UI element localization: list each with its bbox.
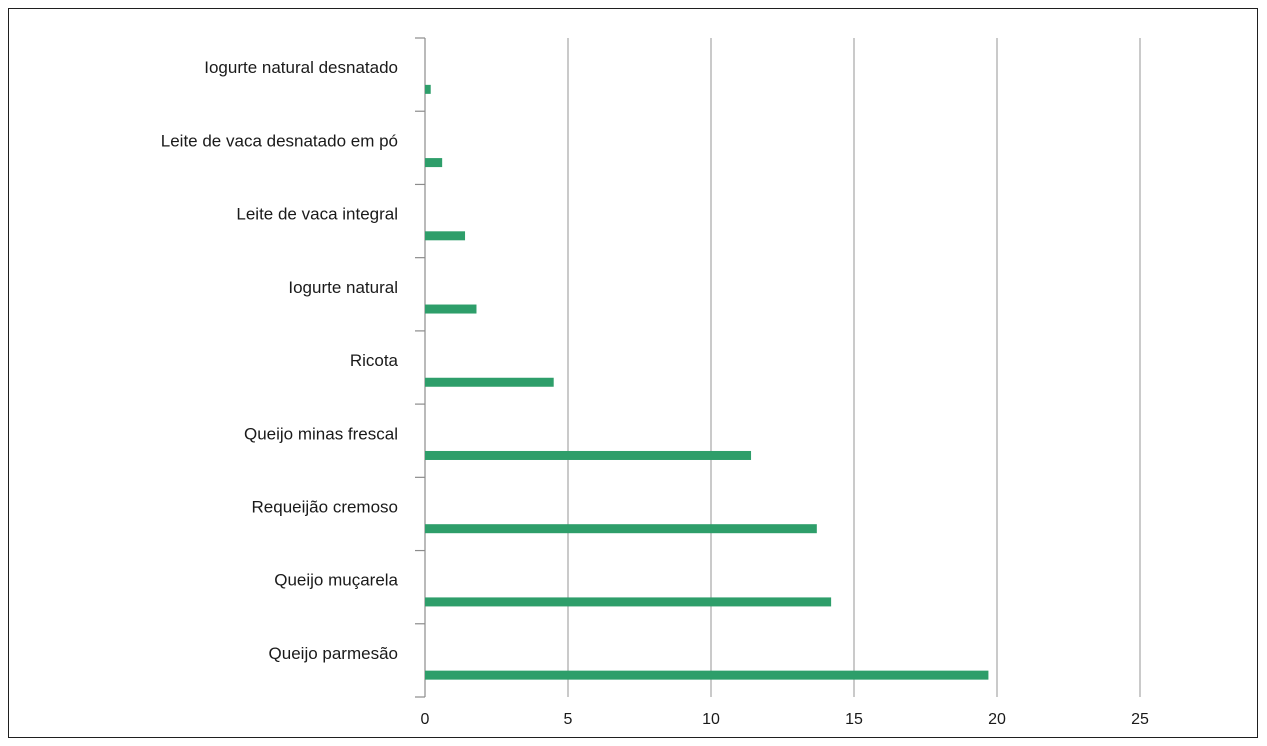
x-tick-label: 25 <box>1131 711 1149 728</box>
bars <box>425 84 989 680</box>
bar <box>425 158 443 168</box>
bar <box>425 84 431 94</box>
x-tick-labels: 0 5 10 15 20 25 <box>421 711 1149 728</box>
category-label: Requeijão cremoso <box>252 497 398 516</box>
category-labels: Iogurte natural desnatado Leite de vaca d… <box>161 58 399 663</box>
gridlines <box>567 38 1141 697</box>
x-tick-label: 15 <box>845 711 863 728</box>
category-label: Leite de vaca desnatado em pó <box>161 131 398 150</box>
category-label: Queijo muçarela <box>274 571 398 590</box>
bar <box>425 670 989 680</box>
chart-frame <box>8 8 1258 738</box>
category-label: Ricota <box>350 351 399 370</box>
category-label: Iogurte natural <box>288 278 398 297</box>
x-tick-label: 5 <box>564 711 573 728</box>
bar <box>425 524 817 534</box>
category-label: Queijo parmesão <box>269 644 398 663</box>
bar <box>425 597 832 607</box>
bar <box>425 304 477 314</box>
category-label: Leite de vaca integral <box>236 205 398 224</box>
x-tick-label: 0 <box>421 711 430 728</box>
category-label: Iogurte natural desnatado <box>204 58 398 77</box>
x-tick-label: 20 <box>988 711 1006 728</box>
axis <box>415 37 426 698</box>
bar <box>425 377 554 387</box>
bar <box>425 450 752 460</box>
x-tick-label: 10 <box>702 711 720 728</box>
bar <box>425 231 466 241</box>
category-label: Queijo minas frescal <box>244 424 398 443</box>
